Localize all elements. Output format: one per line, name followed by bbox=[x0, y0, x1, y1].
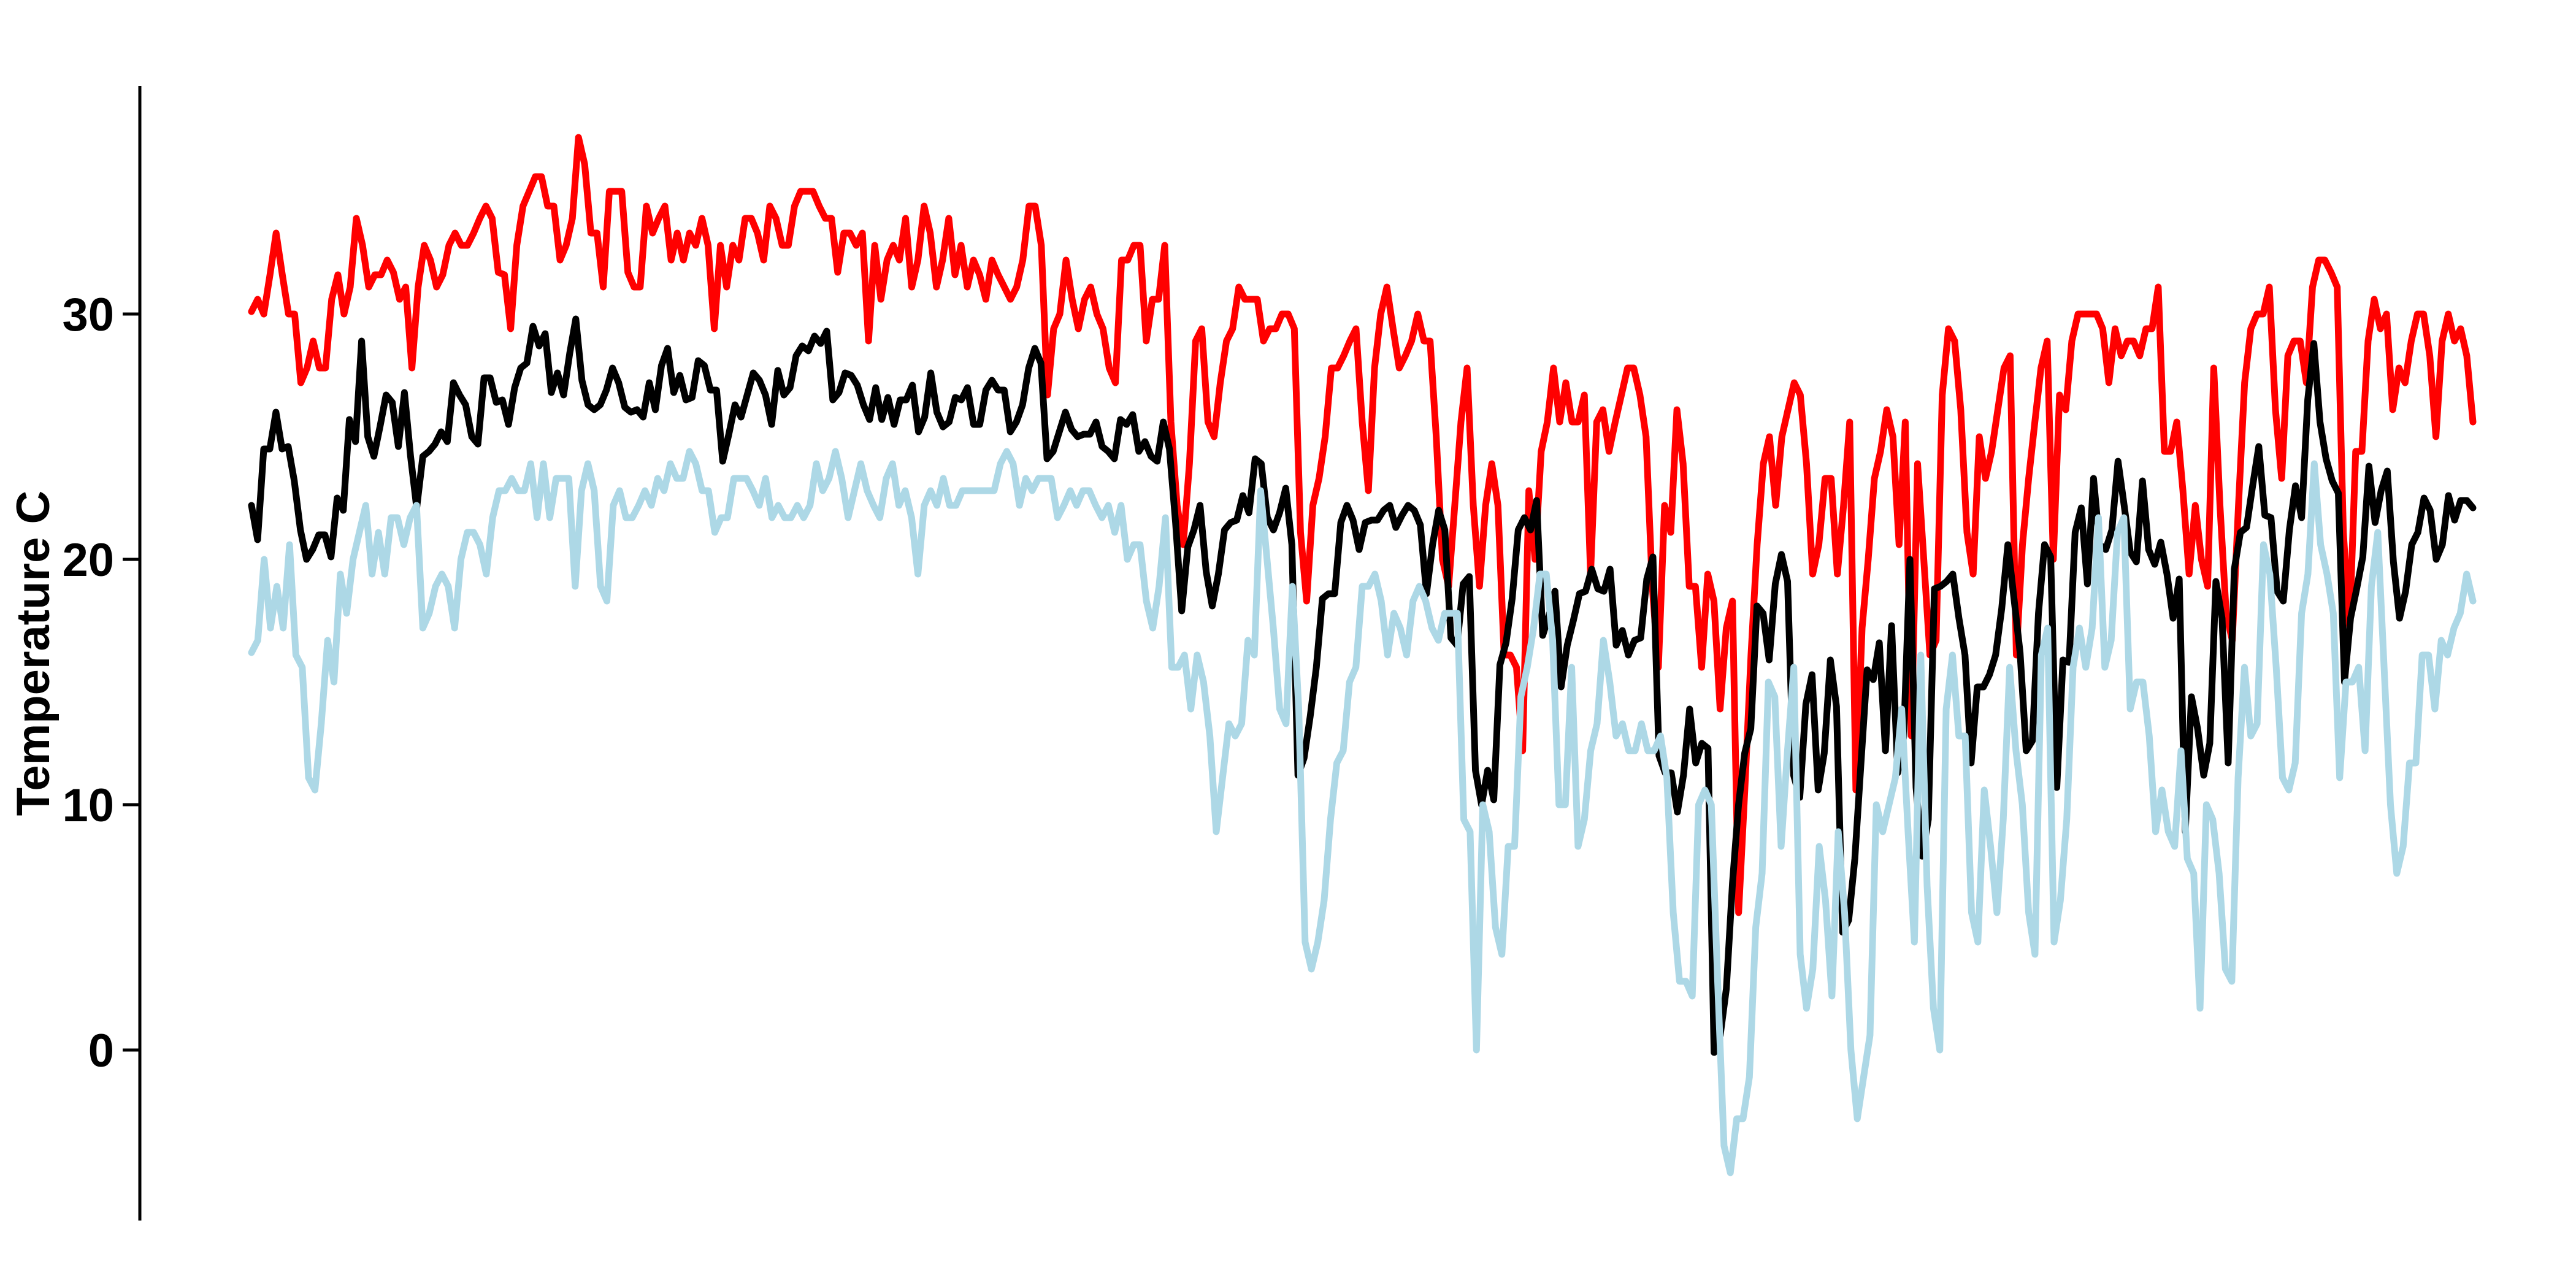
max-temperature-line bbox=[248, 134, 2477, 916]
y-axis-title: Temperature C bbox=[7, 491, 59, 816]
series-group bbox=[248, 134, 2477, 1176]
y-tick-label: 20 bbox=[62, 534, 114, 586]
y-axis-ticks: 0 10 20 30 bbox=[62, 289, 140, 1077]
y-tick-label: 30 bbox=[62, 289, 114, 341]
min-temperature-line bbox=[248, 448, 2477, 1176]
y-tick-label: 10 bbox=[62, 780, 114, 832]
y-tick-label: 0 bbox=[88, 1025, 114, 1077]
